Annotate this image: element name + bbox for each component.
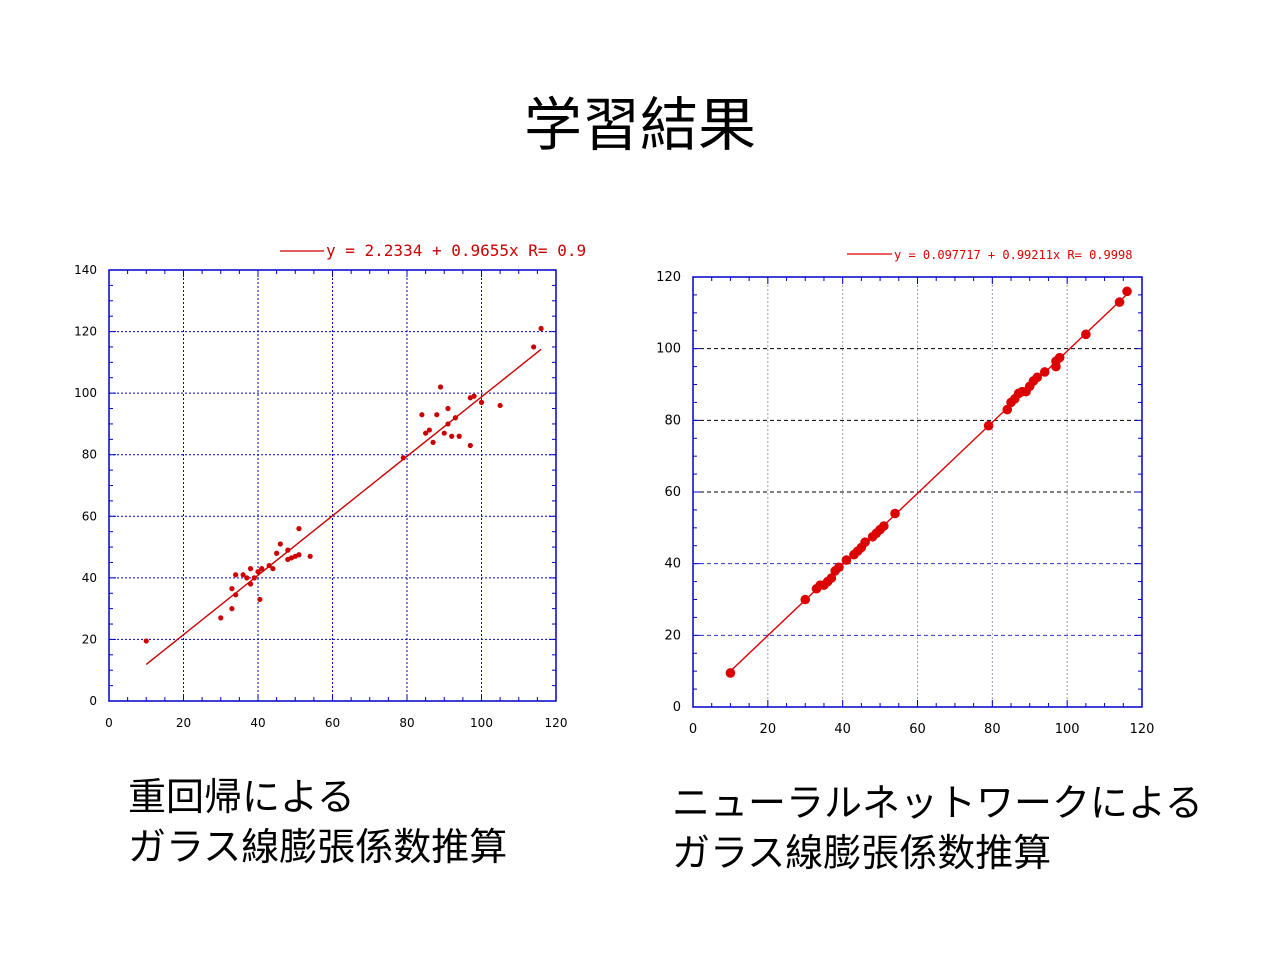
regression-chart: 0 20 40 60 80 100 120 0 20 40 60 80 100 120 140 y = 2.2…	[74, 241, 586, 730]
chart0-data-point	[244, 575, 250, 581]
chart0-ytick-label: 60	[82, 509, 97, 523]
chart0-data-point	[270, 566, 276, 572]
chart0-data-point	[471, 393, 477, 399]
chart1-legend-text: y = 0.097717 + 0.99211x R= 0.9998	[894, 248, 1132, 262]
chart0-data-point	[307, 553, 313, 559]
chart0-xtick-label: 80	[399, 716, 414, 730]
chart0-ytick-label: 20	[82, 632, 97, 646]
chart0-data-point	[437, 384, 444, 390]
chart0-data-point	[400, 455, 406, 461]
chart1-ytick-label: 60	[664, 485, 681, 500]
chart0-data-point	[296, 552, 302, 558]
chart1-ytick-label: 120	[656, 270, 681, 285]
chart0-xtick-label: 40	[250, 716, 265, 730]
chart0-ytick-label: 100	[74, 386, 97, 400]
chart0-xtick-label: 60	[325, 716, 340, 730]
chart0-data-point	[296, 526, 302, 532]
chart0-data-point	[247, 566, 254, 572]
chart0-ytick-label: 140	[74, 263, 97, 277]
chart0-data-point	[538, 325, 544, 332]
chart1-ytick-label: 80	[664, 413, 681, 428]
chart0-data-point	[449, 433, 455, 439]
chart0-data-point	[467, 442, 473, 449]
right-caption-line2: ガラス線膨張係数推算	[672, 831, 1052, 875]
chart0-data-point	[259, 566, 265, 572]
chart1-data-point	[1081, 329, 1091, 340]
chart1-ytick-label: 20	[664, 628, 681, 643]
chart0-data-point	[229, 606, 235, 612]
chart1-ytick-label: 100	[656, 342, 681, 357]
chart1-xtick-label: 120	[1130, 722, 1155, 737]
chart1-data-point	[1032, 372, 1043, 383]
chart1-data-point	[834, 562, 844, 573]
chart1-data-point	[1054, 352, 1065, 363]
chart1-data-point	[1114, 297, 1125, 307]
neural-network-chart: 0 20 40 60 80 100 120 0 20 40 60 80 100 120 y = 0.0977…	[656, 248, 1155, 737]
chart1-data-point	[841, 555, 852, 565]
chart1-data-point	[1002, 404, 1013, 415]
chart0-data-point	[247, 581, 254, 587]
chart0-xtick-label: 120	[545, 716, 568, 730]
chart0-data-point	[277, 541, 283, 547]
chart1-data-point	[983, 420, 994, 431]
chart0-data-point	[434, 412, 440, 418]
chart0-data-point	[456, 433, 462, 439]
chart0-data-point	[531, 344, 537, 350]
right-caption: ニューラルネットワークによる ガラス線膨張係数推算	[672, 778, 1203, 878]
chart1-xtick-label: 100	[1055, 722, 1080, 737]
chart0-data-point	[274, 550, 280, 556]
chart0-data-point	[266, 562, 272, 569]
chart0-data-point	[143, 638, 149, 644]
chart0-data-point	[423, 430, 429, 436]
chart1-xtick-label: 40	[834, 722, 851, 737]
chart0-xtick-label: 0	[105, 716, 113, 730]
chart0-data-point	[251, 575, 257, 581]
chart1-data-point	[1039, 367, 1050, 377]
chart0-legend-text: y = 2.2334 + 0.9655x R= 0.9	[326, 241, 586, 260]
chart0-xtick-label: 100	[470, 716, 493, 730]
chart0-data-point	[229, 586, 235, 592]
chart0-data-point	[430, 439, 436, 445]
chart1-xtick-label: 80	[984, 722, 1001, 737]
chart0-data-point	[285, 547, 291, 553]
left-caption-line2: ガラス線膨張係数推算	[128, 825, 508, 869]
chart0-data-point	[255, 569, 261, 575]
chart0-data-point	[452, 415, 459, 421]
left-caption-line1: 重回帰による	[128, 775, 355, 819]
slide-title: 学習結果	[523, 91, 756, 159]
chart1-data-point	[879, 521, 889, 531]
chart0-data-point	[426, 427, 432, 433]
chart0-xtick-label: 20	[176, 716, 191, 730]
chart0-data-point	[218, 615, 224, 621]
left-caption: 重回帰による ガラス線膨張係数推算	[128, 772, 507, 872]
chart0-data-point	[233, 572, 239, 578]
chart1-ytick-label: 0	[673, 700, 681, 715]
chart1-data-point	[890, 508, 900, 519]
chart0-ytick-label: 80	[82, 448, 97, 462]
chart0-data-point	[497, 402, 503, 409]
chart1-xtick-label: 60	[909, 722, 926, 737]
chart0-data-point	[441, 430, 447, 436]
chart1-data-point	[725, 668, 736, 678]
chart0-data-point	[257, 596, 263, 603]
chart0-ytick-label: 40	[82, 571, 97, 585]
chart1-data-point	[860, 537, 870, 547]
chart1-xtick-label: 20	[760, 722, 777, 737]
chart1-ytick-label: 40	[664, 557, 681, 572]
chart0-data-point	[419, 412, 425, 418]
chart1-data-point	[826, 573, 837, 583]
chart0-fit-line	[145, 348, 542, 665]
chart0-data-point	[233, 592, 239, 598]
right-caption-line1: ニューラルネットワークによる	[672, 781, 1203, 825]
chart0-data-point	[445, 421, 451, 427]
chart0-data-point	[478, 399, 485, 405]
chart1-data-point	[800, 594, 811, 605]
chart0-data-point	[445, 405, 451, 412]
chart0-ytick-label: 0	[89, 694, 97, 708]
chart1-xtick-label: 0	[689, 722, 697, 737]
chart1-data-point	[1122, 286, 1132, 297]
chart0-ytick-label: 120	[74, 325, 97, 339]
chart0-data-point	[240, 572, 246, 578]
